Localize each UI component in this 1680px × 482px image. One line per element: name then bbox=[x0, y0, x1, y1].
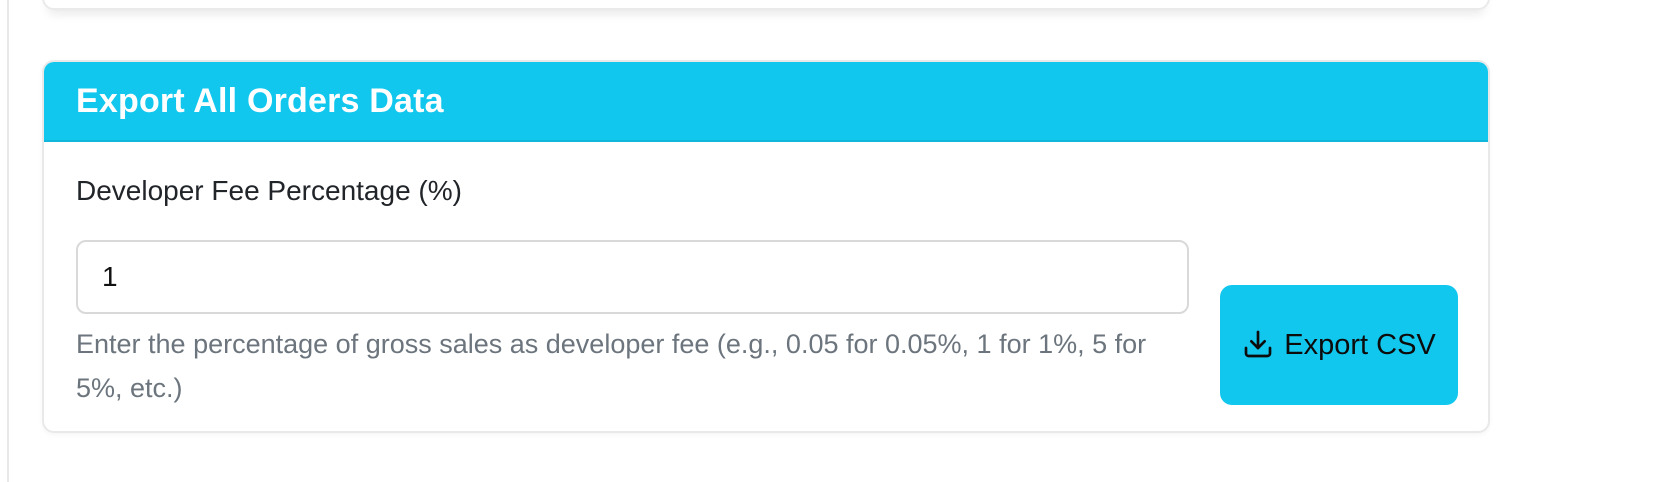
previous-card-bottom-edge bbox=[42, 0, 1490, 10]
export-csv-button[interactable]: Export CSV bbox=[1220, 285, 1458, 405]
developer-fee-label: Developer Fee Percentage (%) bbox=[76, 175, 462, 206]
developer-fee-helper-text: Enter the percentage of gross sales as d… bbox=[76, 329, 1147, 403]
developer-fee-input[interactable] bbox=[76, 240, 1189, 314]
download-icon bbox=[1244, 330, 1272, 358]
card-header: Export All Orders Data bbox=[44, 62, 1488, 142]
export-orders-card: Export All Orders Data Developer Fee Per… bbox=[42, 60, 1490, 433]
card-body: Developer Fee Percentage (%) Enter the p… bbox=[44, 142, 1488, 431]
card-title: Export All Orders Data bbox=[76, 81, 444, 120]
page-left-border bbox=[7, 0, 9, 482]
export-csv-button-label: Export CSV bbox=[1284, 329, 1436, 361]
